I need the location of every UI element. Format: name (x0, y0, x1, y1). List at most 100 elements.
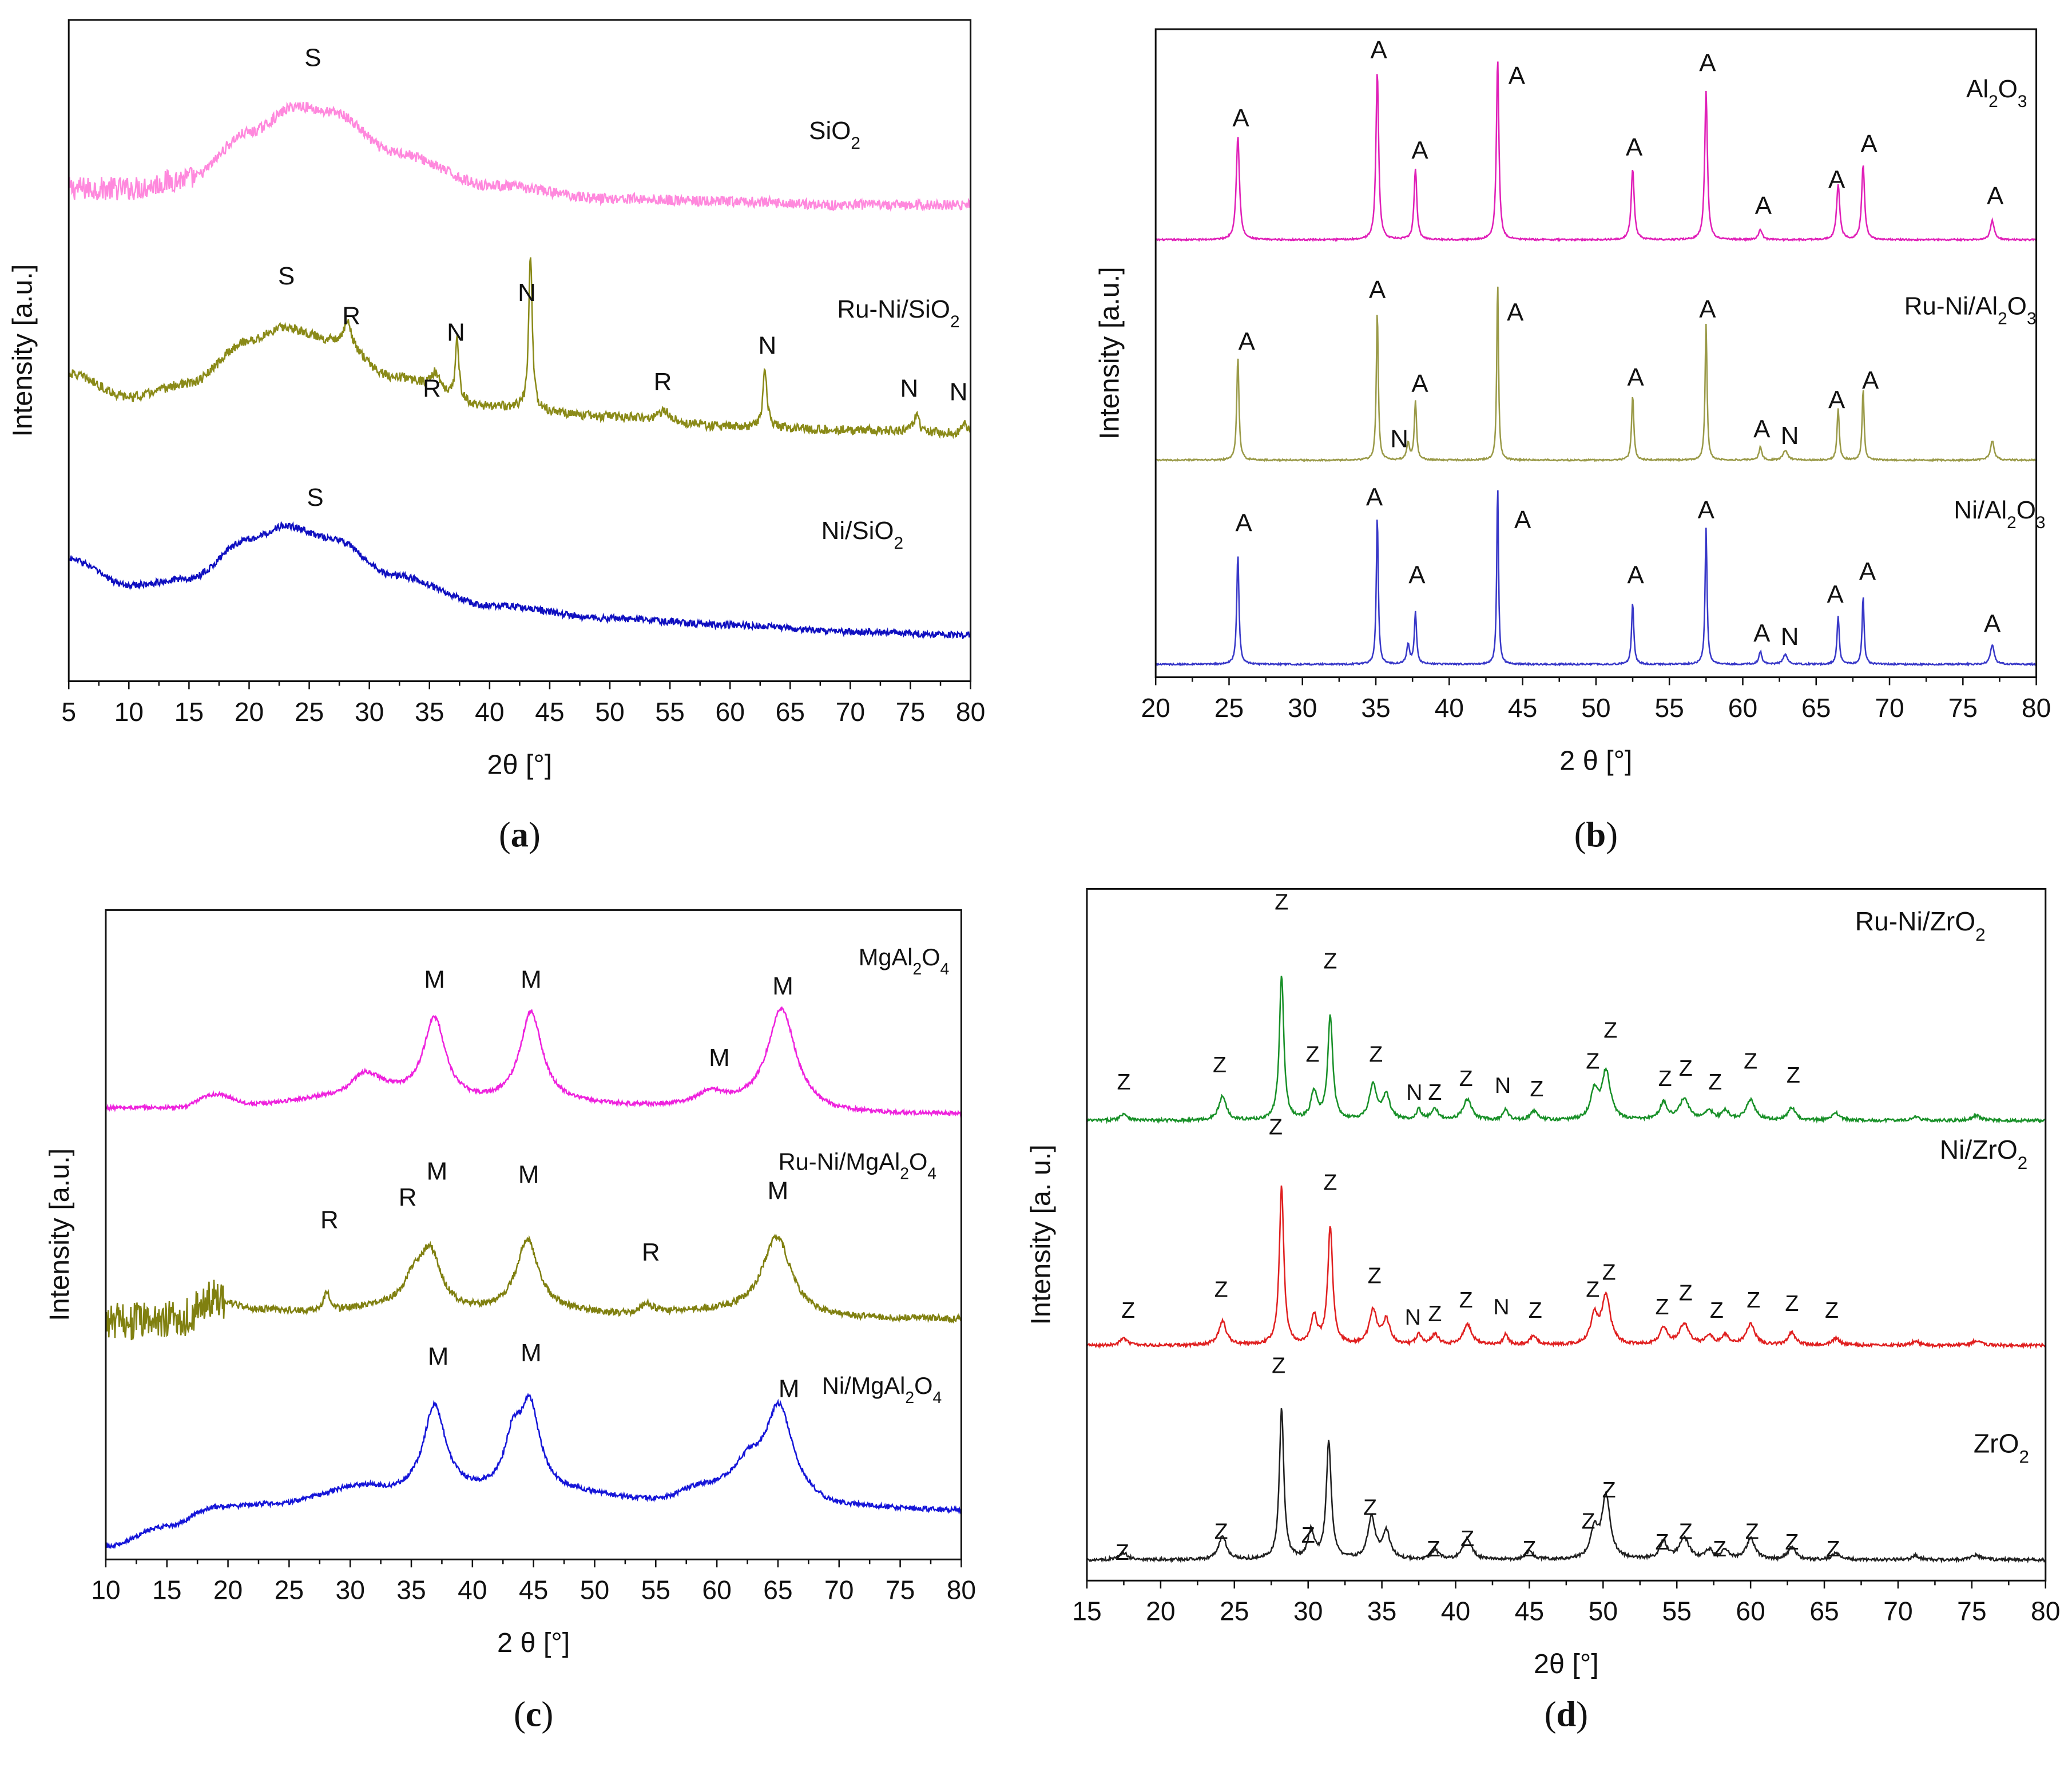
series-ni-mgal2o4 (105, 1392, 962, 1550)
peak-marker: S (278, 262, 295, 290)
peak-marker: A (1827, 580, 1844, 608)
x-tick-label: 20 (213, 1575, 243, 1605)
peak-marker: A (1235, 509, 1252, 537)
peak-marker: Z (1116, 1540, 1129, 1565)
x-tick-label: 60 (1736, 1596, 1765, 1626)
peak-marker: Z (1363, 1495, 1377, 1520)
x-tick-label: 70 (1875, 693, 1904, 723)
x-tick-label: 40 (475, 697, 504, 727)
peak-marker: Z (1269, 1115, 1283, 1140)
peak-marker: A (1698, 496, 1715, 524)
peak-marker: N (1781, 422, 1799, 450)
x-tick-label: 30 (355, 697, 384, 727)
series-ru-ni-zro2 (1086, 976, 2046, 1124)
series-label: Ni/Al2O3 (1954, 496, 2045, 532)
x-tick-label: 60 (702, 1575, 731, 1605)
peak-marker: R (423, 375, 441, 403)
peak-marker: Z (1530, 1076, 1543, 1101)
peak-marker: Z (1529, 1298, 1542, 1323)
x-tick-label: 45 (1515, 1596, 1544, 1626)
peak-marker: A (1699, 49, 1716, 77)
series-label: Ru-Ni/Al2O3 (1904, 292, 2037, 327)
peak-marker: Z (1460, 1526, 1474, 1551)
series-label: ZrO2 (1974, 1429, 2029, 1467)
series-ni-sio2 (68, 521, 971, 640)
x-tick-label: 50 (580, 1575, 609, 1605)
peak-marker: Z (1369, 1042, 1383, 1067)
x-tick-label: 25 (1214, 693, 1244, 723)
series-label: Al2O3 (1966, 75, 2027, 110)
panel-a: 5 10 15 20 25 30 35 40 45 50 55 60 65 70 75 80 2θ [°] Int… (7, 19, 985, 854)
series-label: Ni/MgAl2O4 (822, 1372, 942, 1406)
y-axis-label: Intensity [a.u.] (7, 264, 38, 437)
x-tick-label: 70 (824, 1575, 854, 1605)
series-al2o3 (1155, 61, 2037, 243)
peak-marker: N (447, 318, 465, 346)
x-tick-label: 45 (519, 1575, 548, 1605)
peak-marker: A (1755, 192, 1772, 220)
peak-marker: Z (1275, 890, 1288, 915)
x-tick-label: 50 (595, 697, 624, 727)
peak-marker: Z (1827, 1536, 1840, 1562)
series-label: Ni/SiO2 (821, 517, 903, 553)
peak-marker: N (1495, 1073, 1511, 1098)
x-axis-label: 2 θ [°] (497, 1627, 570, 1658)
x-tick-label: 75 (886, 1575, 915, 1605)
peak-marker: N (900, 375, 919, 403)
series-label: Ru-Ni/ZrO2 (1855, 906, 1986, 945)
x-tick-label: 45 (535, 697, 564, 727)
x-tick-label: 35 (396, 1575, 426, 1605)
x-tick-label: 50 (1589, 1596, 1618, 1626)
x-tick-label: 65 (763, 1575, 792, 1605)
x-axis-label: 2θ [°] (1534, 1649, 1599, 1679)
peak-marker: Z (1655, 1530, 1669, 1555)
plot-frame (105, 909, 962, 1560)
peak-marker: Z (1713, 1536, 1726, 1562)
peak-marker: A (1514, 506, 1531, 534)
x-tick-label: 10 (91, 1575, 120, 1605)
series-ru-ni-mgal2o4 (105, 1233, 962, 1341)
peak-marker: N (1390, 425, 1408, 453)
series-ni-zro2 (1086, 1185, 2046, 1349)
peak-marker: R (320, 1206, 339, 1234)
x-tick-label: 65 (1809, 1596, 1839, 1626)
peak-marker: Z (1746, 1287, 1760, 1313)
peak-marker: A (1828, 386, 1845, 414)
x-tick-label: 75 (1957, 1596, 1986, 1626)
peak-marker: Z (1787, 1063, 1800, 1088)
peak-marker: A (1859, 558, 1876, 586)
peak-marker: A (1626, 133, 1643, 161)
peak-marker: Z (1117, 1069, 1130, 1095)
peak-marker: A (1860, 130, 1877, 158)
series-label: Ru-Ni/SiO2 (837, 295, 959, 331)
x-tick-label: 60 (716, 697, 745, 727)
x-tick-label: 30 (335, 1575, 364, 1605)
panel-b: 20 25 30 35 40 45 50 55 60 65 70 75 80 2 θ [°] Intensi… (1094, 28, 2051, 854)
peak-marker: S (307, 484, 323, 512)
peak-marker: Z (1582, 1509, 1595, 1534)
peak-marker: Z (1603, 1017, 1617, 1043)
series-label: MgAl2O4 (859, 944, 950, 978)
peak-marker: Z (1679, 1519, 1693, 1544)
peak-marker: N (518, 279, 536, 307)
peak-marker: Z (1745, 1519, 1759, 1544)
peak-marker: Z (1655, 1294, 1669, 1320)
peak-marker: Z (1825, 1298, 1839, 1323)
peak-marker: Z (1586, 1049, 1599, 1074)
peak-marker: Z (1213, 1052, 1226, 1077)
peak-marker: S (304, 44, 321, 72)
series-zro2 (1086, 1408, 2046, 1564)
peak-marker: Z (1679, 1056, 1693, 1081)
peak-marker: Z (1272, 1353, 1285, 1378)
series-mgal2o4 (105, 1007, 962, 1118)
x-tick-label: 45 (1508, 693, 1537, 723)
x-tick-label: 20 (1146, 1596, 1175, 1626)
peak-marker: Z (1602, 1259, 1616, 1285)
peak-marker: A (1507, 299, 1524, 327)
x-tick-label: 20 (235, 697, 264, 727)
plot-frame (1086, 887, 2047, 1582)
peak-marker: M (772, 972, 793, 1000)
peak-marker: A (1984, 609, 2001, 637)
peak-marker: Z (1602, 1477, 1616, 1503)
y-axis-label: Intensity [a.u.] (44, 1148, 75, 1321)
